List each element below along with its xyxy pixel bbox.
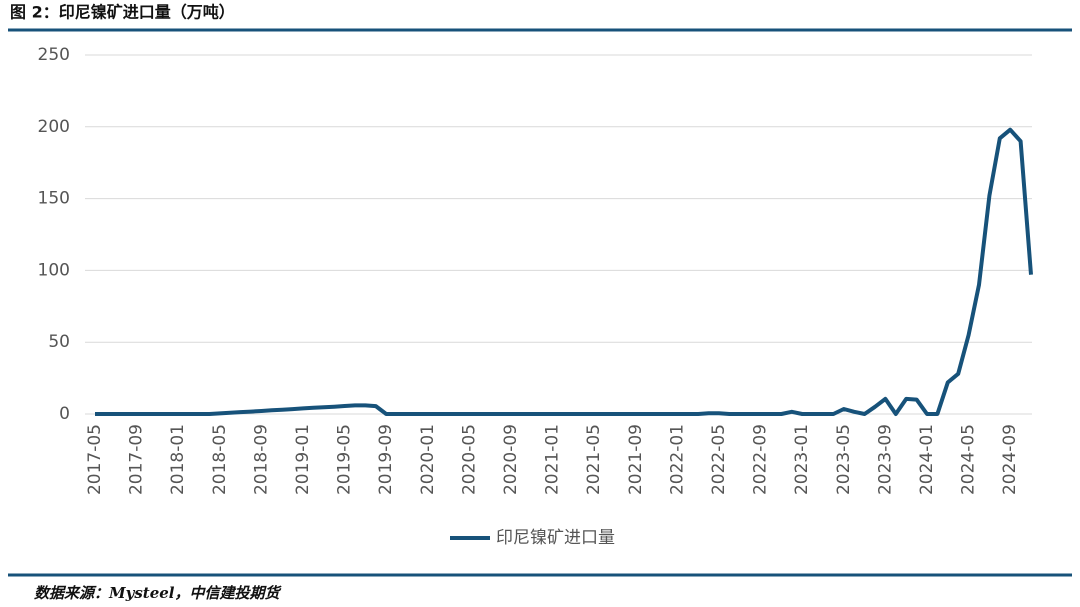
- x-tick-label: 2022-01: [667, 424, 687, 495]
- x-tick-label: 2021-01: [543, 424, 563, 495]
- x-tick-label: 2022-09: [751, 424, 771, 495]
- x-tick-label: 2023-09: [875, 424, 895, 495]
- x-tick-label: 2019-01: [293, 424, 313, 495]
- chart-title: 图 2：印尼镍矿进口量（万吨）: [10, 3, 235, 22]
- x-tick-label: 2019-05: [335, 424, 355, 495]
- x-tick-label: 2021-05: [584, 424, 604, 495]
- x-tick-label: 2021-09: [626, 424, 646, 495]
- y-tick-label: 50: [48, 332, 70, 352]
- x-tick-label: 2023-01: [792, 424, 812, 495]
- source-note: 数据来源：Mysteel，中信建投期货: [34, 584, 282, 602]
- x-tick-label: 2017-05: [85, 424, 105, 495]
- x-tick-label: 2024-05: [959, 424, 979, 495]
- x-tick-label: 2020-01: [418, 424, 438, 495]
- series-line: [95, 127, 1033, 416]
- x-tick-label: 2018-09: [251, 424, 271, 495]
- x-tick-label: 2018-05: [210, 424, 230, 495]
- x-tick-label: 2019-09: [376, 424, 396, 495]
- x-tick-label: 2018-01: [168, 424, 188, 495]
- x-tick-label: 2024-09: [1000, 424, 1020, 495]
- y-tick-label: 0: [59, 404, 70, 424]
- y-tick-label: 200: [38, 117, 70, 137]
- y-tick-label: 250: [38, 45, 70, 65]
- x-tick-label: 2017-09: [127, 424, 147, 495]
- y-tick-label: 150: [38, 189, 70, 209]
- x-tick-label: 2020-09: [501, 424, 521, 495]
- y-tick-label: 100: [38, 260, 70, 280]
- x-tick-label: 2023-05: [834, 424, 854, 495]
- x-tick-label: 2022-05: [709, 424, 729, 495]
- legend-label: 印尼镍矿进口量: [496, 528, 615, 548]
- x-tick-label: 2020-05: [459, 424, 479, 495]
- x-tick-label: 2024-01: [917, 424, 937, 495]
